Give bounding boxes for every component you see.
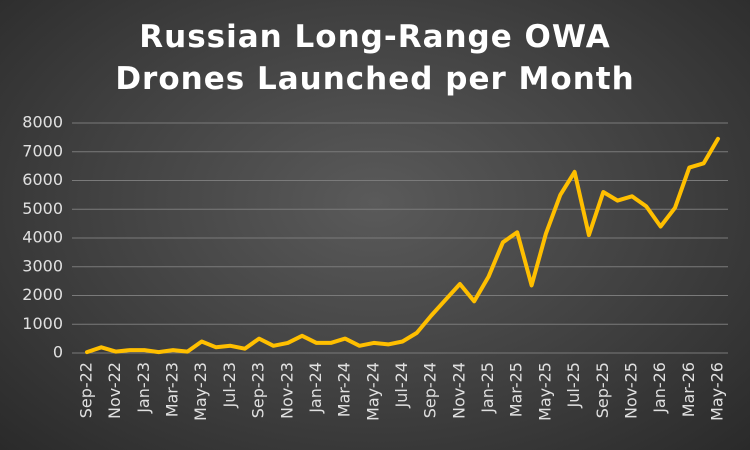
x-tick-label: Sep-23 bbox=[249, 362, 268, 418]
x-tick-label: Sep-22 bbox=[77, 362, 96, 418]
chart-title: Russian Long-Range OWA Drones Launched p… bbox=[115, 19, 635, 97]
y-tick-label: 5000 bbox=[22, 199, 63, 218]
x-tick-label: Jul-24 bbox=[392, 362, 411, 408]
y-tick-label: 6000 bbox=[22, 170, 63, 189]
y-tick-label: 3000 bbox=[22, 256, 63, 275]
data-line bbox=[85, 136, 720, 355]
y-tick-label: 4000 bbox=[22, 228, 63, 247]
y-tick-label: 2000 bbox=[22, 285, 63, 304]
y-tick-label: 7000 bbox=[22, 141, 63, 160]
x-tick-label: Nov-22 bbox=[105, 362, 124, 419]
x-tick-label: Jan-26 bbox=[650, 362, 669, 414]
x-tick-label: May-23 bbox=[191, 362, 210, 421]
x-tick-label: May-25 bbox=[535, 362, 554, 421]
x-tick-label: Sep-25 bbox=[593, 362, 612, 418]
y-tick-label: 1000 bbox=[22, 314, 63, 333]
x-tick-label: Mar-24 bbox=[335, 362, 354, 417]
x-tick-label: May-24 bbox=[363, 362, 382, 421]
x-tick-label: May-26 bbox=[708, 362, 727, 421]
x-tick-label: Mar-26 bbox=[679, 362, 698, 417]
y-tick-label: 0 bbox=[53, 343, 63, 362]
x-tick-label: Jan-24 bbox=[306, 362, 325, 414]
x-tick-label: Jul-25 bbox=[564, 362, 583, 408]
x-tick-label: Mar-23 bbox=[163, 362, 182, 417]
x-tick-label: Nov-24 bbox=[449, 362, 468, 419]
y-tick-label: 8000 bbox=[22, 113, 63, 132]
x-tick-label: Jan-23 bbox=[134, 362, 153, 414]
x-tick-label: Jan-25 bbox=[478, 362, 497, 414]
x-tick-label: Mar-25 bbox=[507, 362, 526, 417]
x-tick-label: Nov-25 bbox=[621, 362, 640, 419]
x-tick-label: Sep-24 bbox=[421, 362, 440, 418]
x-tick-label: Nov-23 bbox=[277, 362, 296, 419]
x-tick-label: Jul-23 bbox=[220, 362, 239, 408]
